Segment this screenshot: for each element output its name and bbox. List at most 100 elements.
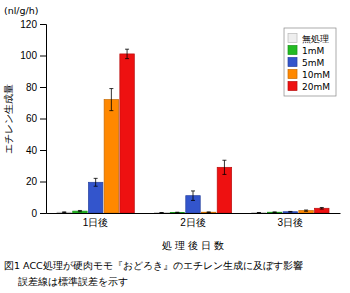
error-bar-cap — [62, 212, 66, 213]
error-bar-cap — [257, 212, 261, 213]
bar — [267, 212, 281, 213]
y-tick-label: 0 — [31, 208, 37, 219]
y-tick: 100 — [20, 50, 46, 61]
error-bar — [109, 89, 113, 111]
error-bar — [175, 212, 179, 213]
legend-label: 5mM — [302, 58, 324, 68]
bar — [217, 167, 231, 213]
x-tick: 1日後 — [83, 217, 109, 228]
legend-swatch — [288, 70, 297, 79]
y-tick-label: 20 — [26, 176, 38, 187]
error-bar — [94, 178, 98, 186]
y-tick: 120 — [20, 19, 46, 30]
error-bar-cap — [78, 211, 82, 212]
error-bar-line — [111, 89, 112, 111]
caption: 図1 ACC処理が硬肉モモ『おどろき』のエチレン生成に及ぼす影響 — [4, 260, 303, 271]
error-bar-cap — [304, 210, 308, 211]
error-bar-cap — [320, 207, 324, 208]
error-bar-cap — [109, 110, 113, 111]
y-tick: 60 — [26, 113, 46, 124]
error-bar-cap — [191, 200, 195, 201]
y-tick-mark — [40, 56, 46, 57]
legend-swatch — [288, 58, 297, 67]
axis-domain — [40, 25, 47, 214]
x-tick-label: 2日後 — [180, 217, 206, 228]
legend-label: 10mM — [302, 70, 330, 80]
x-tick-label: 1日後 — [83, 217, 109, 228]
error-bar-cap — [109, 88, 113, 89]
error-bar-line — [95, 178, 96, 186]
error-bar-cap — [94, 186, 98, 187]
plot: 0204060801001201日後2日後3日後無処理1mM5mM10mM20m… — [20, 19, 340, 228]
error-bar-line — [224, 160, 225, 174]
error-bar-cap — [320, 209, 324, 210]
error-bar-cap — [125, 58, 129, 59]
error-bar — [222, 160, 226, 174]
error-bar — [288, 211, 292, 213]
caption: 誤差線は標準誤差を示す — [18, 276, 128, 287]
error-bar-cap — [273, 212, 277, 213]
x-tick: 3日後 — [278, 217, 304, 228]
legend-label: 1mM — [302, 46, 324, 56]
bar — [154, 212, 168, 213]
series — [104, 89, 313, 213]
y-axis-label: エチレン生成量 — [3, 84, 14, 154]
error-bar — [257, 212, 261, 213]
error-bar — [62, 211, 66, 213]
y-tick-label: 40 — [26, 145, 38, 156]
error-bar-cap — [125, 49, 129, 50]
error-bar-cap — [207, 212, 211, 213]
error-bar-cap — [207, 211, 211, 212]
bar — [57, 212, 71, 213]
y-tick: 20 — [26, 176, 46, 187]
y-tick-mark — [40, 24, 46, 25]
legend-frame — [284, 28, 336, 96]
x-tick: 2日後 — [180, 217, 206, 228]
error-bar — [304, 210, 308, 211]
legend: 無処理1mM5mM10mM20mM — [284, 28, 336, 96]
error-bar-cap — [78, 210, 82, 211]
y-tick-label: 100 — [20, 50, 37, 61]
bar — [315, 208, 329, 213]
x-axis: 1日後 2日後 3日後 — [47, 214, 341, 229]
bar — [299, 211, 313, 213]
y-tick: 40 — [26, 145, 46, 156]
error-bar-cap — [175, 212, 179, 213]
legend-label: 無処理 — [302, 34, 329, 44]
error-bar-cap — [191, 190, 195, 191]
error-bar — [320, 207, 324, 209]
error-bar-line — [127, 49, 128, 58]
y-axis: 0 20 40 60 80 100 120 — [20, 19, 46, 219]
y-tick-label: 60 — [26, 113, 38, 124]
legend-swatch — [288, 46, 297, 55]
error-bar-cap — [175, 212, 179, 213]
bar — [104, 100, 118, 213]
error-bar-line — [193, 191, 194, 200]
y-tick-label: 120 — [20, 19, 37, 30]
error-bar-cap — [288, 211, 292, 212]
axis-domain — [47, 213, 341, 214]
x-axis-label: 処 理 後 日 数 — [162, 240, 225, 251]
y-tick: 0 — [31, 208, 46, 219]
error-bar-cap — [94, 178, 98, 179]
error-bar — [207, 211, 211, 213]
error-bar — [78, 210, 82, 211]
bar — [120, 54, 134, 213]
error-bar — [191, 191, 195, 200]
error-bar-cap — [62, 211, 66, 212]
bars — [57, 49, 329, 213]
unit-label: (nl/g/h) — [4, 5, 39, 16]
error-bar-cap — [257, 212, 261, 213]
error-bar-cap — [160, 212, 164, 213]
error-bar-cap — [273, 211, 277, 212]
y-tick-mark — [40, 182, 46, 183]
y-tick-mark — [40, 213, 46, 214]
bar — [73, 211, 87, 213]
y-tick-mark — [40, 119, 46, 120]
error-bar — [273, 211, 277, 213]
y-tick-label: 80 — [26, 82, 38, 93]
error-bar-cap — [304, 211, 308, 212]
error-bar — [125, 49, 129, 58]
error-bar — [160, 212, 164, 213]
error-bar-cap — [222, 160, 226, 161]
